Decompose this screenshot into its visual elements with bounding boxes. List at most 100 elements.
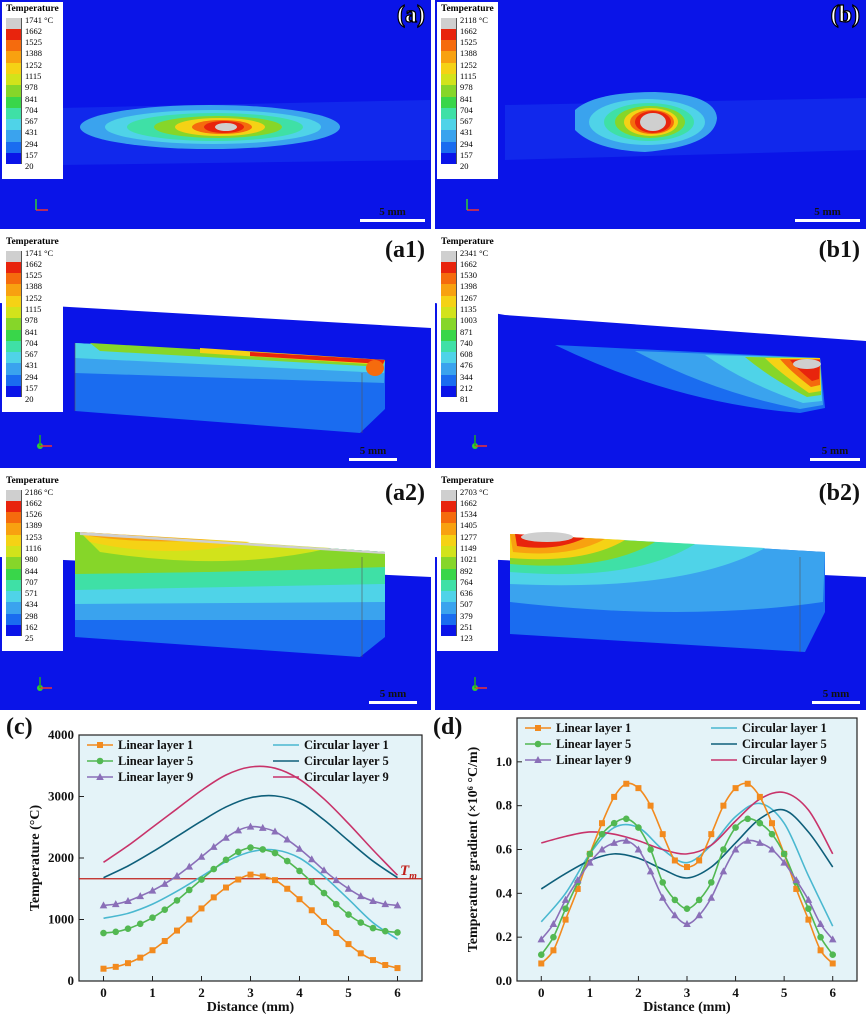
legend-swatch	[441, 568, 457, 580]
y-tick-label: 1000	[48, 912, 74, 927]
legend-swatch	[441, 625, 457, 637]
data-point	[574, 885, 581, 892]
data-point	[149, 947, 156, 954]
legend-swatch	[6, 141, 22, 154]
data-point	[683, 905, 691, 912]
legend-entry: 162	[6, 623, 59, 637]
legend-entry: 1530	[441, 271, 494, 285]
data-point	[550, 933, 557, 941]
data-point	[295, 844, 304, 852]
legend-swatch	[6, 107, 22, 120]
legend-entry: 704	[6, 337, 59, 353]
legend-value: 379	[460, 610, 473, 621]
legend-value: 1135	[460, 303, 477, 314]
legend-swatch	[6, 386, 22, 398]
data-point	[321, 918, 327, 925]
panel-b1: Temperature 2341 °C 1662 1530 1398 1267 1135 10…	[435, 233, 866, 468]
legend-value: 157	[460, 150, 473, 161]
legend-entry: 1662	[6, 499, 59, 513]
legend-entry: 476	[441, 361, 494, 375]
x-tick-label: 1	[587, 985, 594, 1000]
legend-value: 740	[460, 337, 473, 348]
data-point	[137, 954, 144, 961]
legend-swatch	[441, 40, 457, 52]
legend-entry: 212	[441, 383, 494, 398]
data-point	[223, 884, 229, 891]
legend-value: 704	[25, 337, 38, 348]
legend-value: 1662	[25, 25, 42, 36]
legend-swatch	[441, 306, 457, 319]
scale-bar: 5 mm	[349, 445, 397, 461]
legend-swatch	[6, 96, 22, 108]
legend-label: Linear layer 1	[556, 721, 631, 735]
legend-title: Temperature	[6, 476, 59, 486]
data-point	[173, 897, 181, 904]
legend-entry: 567	[6, 117, 59, 131]
legend-entry: 1534	[441, 510, 494, 524]
legend-entry: 740	[441, 337, 494, 353]
data-point	[720, 802, 727, 809]
legend-value: 20	[460, 161, 469, 172]
data-point	[695, 896, 703, 904]
data-point	[622, 815, 630, 823]
legend-value: 1388	[25, 281, 42, 292]
x-axis-label: Distance (mm)	[207, 1000, 295, 1015]
x-tick-label: 4	[296, 985, 303, 1000]
legend-value: 2341 °C	[460, 247, 489, 258]
data-point	[185, 862, 194, 870]
legend-entry: 871	[441, 328, 494, 341]
legend-marker	[534, 756, 542, 763]
legend-value: 1398	[460, 281, 477, 292]
legend-entry: 636	[441, 589, 494, 603]
legend-swatch	[6, 545, 22, 558]
x-tick-label: 5	[781, 985, 788, 1000]
data-point	[259, 846, 267, 853]
data-point	[136, 920, 144, 928]
legend-entry: 841	[6, 326, 59, 341]
legend-value: 841	[25, 326, 38, 337]
legend-entry: 157	[6, 384, 59, 398]
y-tick-label: 0.8	[496, 798, 513, 813]
data-point	[744, 815, 752, 823]
legend-swatch	[6, 591, 22, 603]
y-tick-label: 0.2	[496, 929, 512, 944]
legend-swatch	[6, 512, 22, 524]
legend-swatch	[6, 500, 22, 513]
data-point	[671, 911, 679, 919]
data-point	[381, 927, 389, 935]
legend-value: 1388	[25, 48, 42, 59]
y-tick-label: 2000	[48, 850, 74, 865]
legend-value: 1253	[25, 531, 42, 542]
legend-entry: 1252	[6, 294, 59, 307]
legend-entry: 157	[441, 150, 494, 165]
legend-value: 1115	[25, 303, 42, 314]
data-point	[610, 838, 618, 846]
data-point	[635, 785, 642, 792]
legend-value: 2186 °C	[25, 486, 54, 497]
legend-value: 1252	[25, 59, 42, 70]
legend-value: 212	[460, 383, 473, 394]
scale-bar: 5 mm	[810, 445, 860, 461]
data-point	[756, 819, 764, 827]
data-point	[100, 929, 107, 937]
data-point	[258, 823, 267, 831]
legend-value: 567	[25, 349, 38, 360]
legend-entry: 251	[441, 623, 494, 637]
data-point	[209, 842, 218, 850]
legend-swatch	[441, 96, 457, 108]
data-point	[744, 780, 751, 787]
legend-swatch	[6, 568, 22, 580]
x-tick-label: 1	[149, 985, 156, 1000]
legend-value: 704	[460, 104, 473, 115]
x-tick-label: 3	[247, 985, 254, 1000]
panel-label: (a1)	[385, 237, 425, 263]
data-point	[222, 833, 230, 841]
scale-bar: 5 mm	[812, 688, 860, 704]
legend-entry: 844	[6, 567, 59, 580]
legend-label: Linear layer 1	[118, 738, 193, 752]
data-point	[562, 916, 569, 923]
data-point	[756, 838, 764, 846]
legend-entry: 25	[6, 634, 59, 647]
data-point	[125, 960, 131, 967]
data-point	[246, 822, 255, 830]
